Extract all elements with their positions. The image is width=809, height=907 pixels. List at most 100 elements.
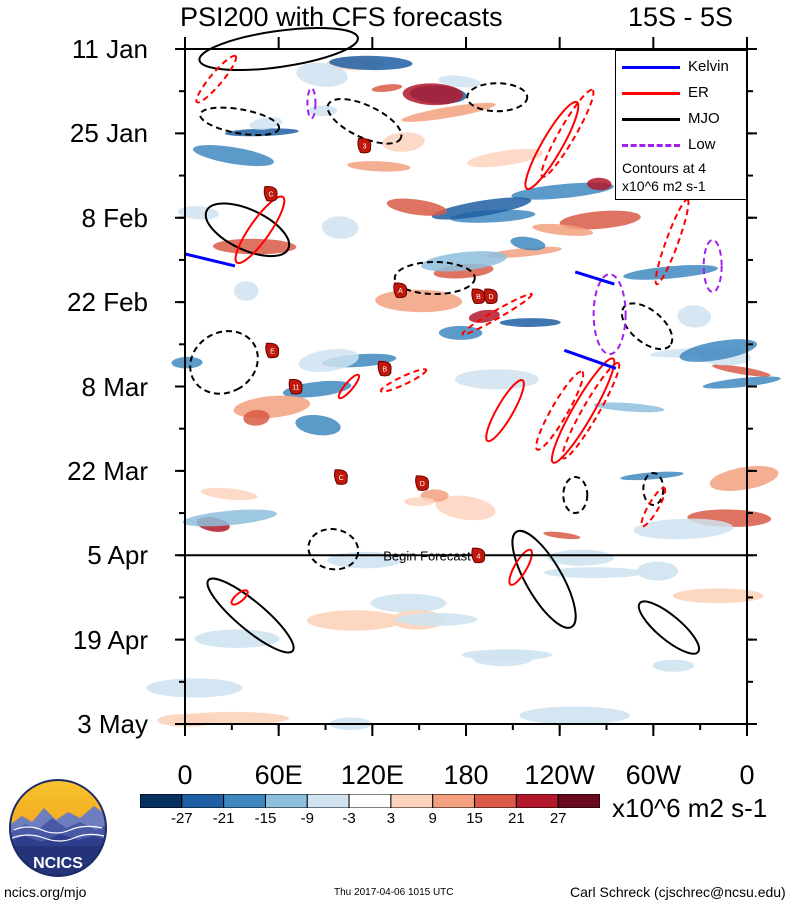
storm-marker: B (377, 360, 392, 377)
er-contour (337, 373, 361, 400)
y-tick-label: 5 Apr (87, 540, 148, 571)
anomaly-cell (637, 561, 679, 581)
axis-ticks (175, 37, 757, 736)
legend-label: Low (688, 136, 716, 153)
mjo-contour (562, 475, 589, 514)
legend-label: Kelvin (688, 58, 729, 75)
colorbar-bin (515, 794, 559, 808)
er-contour (540, 88, 595, 178)
anomaly-cell (547, 549, 614, 566)
storm-label: C (268, 192, 273, 199)
mjo-contour (206, 577, 295, 654)
legend-swatch (622, 92, 680, 95)
colorbar-bin (264, 794, 308, 808)
y-tick-label: 25 Jan (69, 118, 148, 149)
y-tick-label: 22 Feb (67, 287, 148, 318)
anomaly-cell (712, 364, 771, 377)
storm-marker: B (471, 288, 486, 305)
kelvin-contour (184, 252, 236, 268)
storm-marker: A (393, 282, 408, 299)
mjo-contour (326, 98, 403, 145)
x-tick-label: 0 (177, 760, 193, 790)
storm-marker: 11 (288, 378, 303, 395)
anomaly-cell (702, 376, 781, 389)
er-contour (485, 379, 525, 443)
colorbar-bin (348, 794, 392, 808)
storm-marker: D (483, 288, 498, 305)
x-tick-label: 120E (340, 760, 404, 790)
legend-label: ER (688, 84, 709, 101)
storm-label: E (270, 348, 275, 355)
anomaly-cell (633, 518, 734, 540)
anomaly-cell (623, 264, 718, 280)
storm-label: B (476, 294, 481, 301)
mjo-contour (307, 528, 360, 571)
colorbar-bin (140, 794, 183, 808)
anomaly-cell (404, 497, 435, 507)
anomaly-cell (171, 356, 203, 369)
low-contour (592, 273, 627, 356)
storm-marker: 4 (471, 547, 486, 564)
colorbar-tick-label: 15 (466, 810, 483, 827)
colorbar-tick-label: 3 (386, 810, 396, 827)
x-tick-label: 180 (443, 760, 489, 790)
colorbar-bin (474, 794, 517, 808)
anomaly-cell (466, 148, 544, 168)
anomaly-cell (224, 128, 299, 137)
x-tick-label: 60E (254, 760, 303, 790)
anomaly-cell (395, 612, 478, 626)
y-tick-label: 8 Feb (81, 202, 149, 233)
anomaly-cell (431, 197, 532, 220)
region-label: 15S - 5S (628, 2, 734, 32)
anomaly-cell (593, 402, 665, 413)
storm-label: D (488, 294, 493, 301)
anomaly-cell (306, 610, 403, 631)
storm-label: 4 (477, 553, 481, 560)
anomaly-cell (200, 487, 258, 501)
er-contour (535, 370, 585, 451)
kelvin-contour (574, 270, 615, 286)
anomaly-cell (421, 251, 507, 272)
anomaly-cell (194, 629, 280, 648)
wave-contours (184, 26, 723, 655)
x-tick-label: 120W (524, 760, 595, 790)
colorbar-units: x10^6 m2 s-1 (612, 793, 768, 823)
anomaly-cell (308, 105, 338, 117)
mjo-contour (637, 600, 701, 655)
anomaly-cell (709, 465, 779, 491)
anomaly-cell (454, 369, 539, 390)
legend-item: Low (616, 135, 746, 155)
anomaly-cell (401, 102, 496, 122)
anomaly-cell (499, 318, 561, 327)
anomaly-cell (243, 409, 270, 426)
mjo-contour (199, 106, 281, 137)
anomaly-cell (402, 83, 464, 106)
anomaly-cell (587, 177, 612, 191)
anomaly-cell (192, 145, 274, 167)
footer-url: ncics.org/mjo (4, 884, 87, 900)
footer-timestamp: Thu 2017-04-06 1015 UTC (334, 887, 454, 898)
mjo-contour (189, 330, 259, 395)
y-tick-label: 22 Mar (67, 455, 148, 486)
legend: Kelvin ER MJO Low Contours at 4 x10^6 m2 s-… (615, 50, 747, 200)
anomaly-cell (370, 593, 447, 613)
colorbar-bin (432, 794, 476, 808)
anomaly-cell (510, 236, 546, 251)
anomaly-cell (321, 216, 359, 239)
legend-label: MJO (688, 110, 720, 127)
anomaly-cell (438, 75, 481, 88)
anomaly-cell (672, 588, 764, 604)
y-tick-label: 8 Mar (81, 371, 148, 402)
anomaly-cell (212, 238, 297, 255)
low-contour (306, 87, 317, 120)
colorbar-bin (223, 794, 266, 808)
anomaly-shading (146, 55, 781, 731)
anomaly-cell (468, 309, 500, 323)
colorbar-tick-label: -9 (300, 810, 314, 827)
mjo-contour (393, 261, 476, 296)
anomaly-cell (382, 132, 425, 152)
anomaly-cell (519, 706, 631, 725)
colorbar (140, 794, 600, 808)
anomaly-cell (371, 84, 403, 93)
